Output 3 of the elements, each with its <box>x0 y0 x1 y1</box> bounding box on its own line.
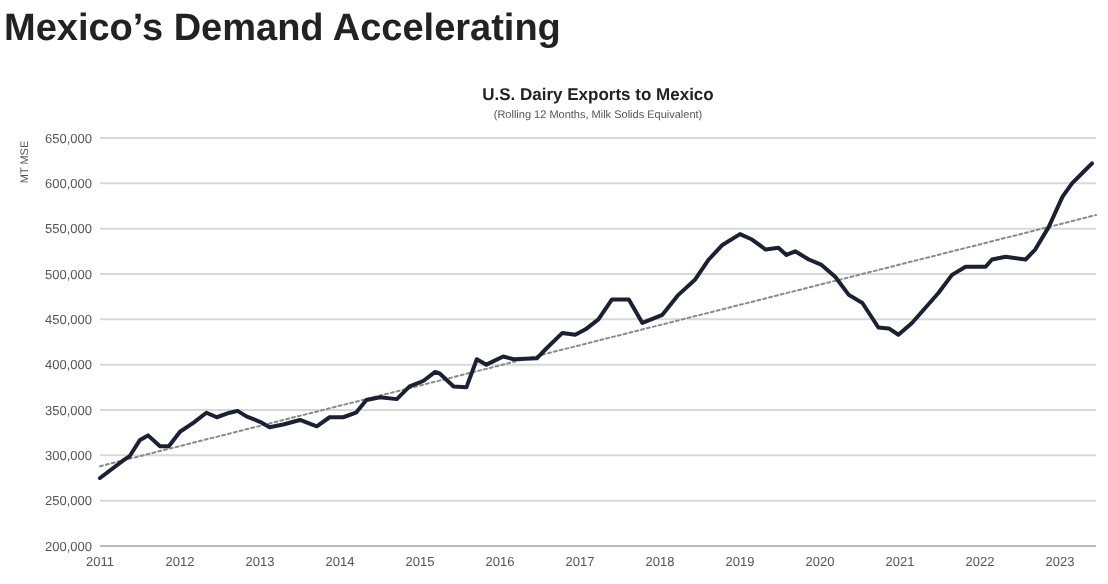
line-series <box>98 161 1094 480</box>
chart-subtitle: U.S. Dairy Exports to Mexico <box>482 84 714 104</box>
chart-title: Mexico’s Demand Accelerating <box>4 8 561 50</box>
